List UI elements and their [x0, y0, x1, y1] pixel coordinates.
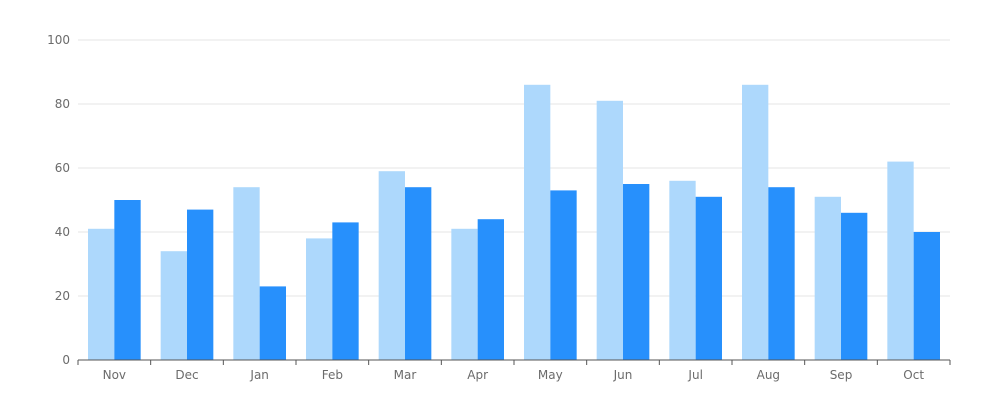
x-tick-label-may: May	[538, 368, 563, 382]
bar-sep-series-1	[814, 196, 841, 360]
bar-mar-series-1	[378, 171, 405, 360]
x-tick-label-jul: Jul	[687, 368, 702, 382]
bars	[88, 84, 940, 361]
bar-apr-series-2	[477, 219, 504, 360]
grid-lines	[78, 39, 950, 297]
bar-jul-series-1	[669, 180, 696, 360]
bar-apr-series-1	[451, 228, 478, 360]
y-tick-label-40: 40	[55, 225, 70, 239]
tick-labels: 0 20 40 60 80 100 Nov Dec Jan Feb Mar Apr May Jun Jul A…	[47, 33, 924, 382]
bar-jan-series-2	[259, 286, 286, 360]
bar-jun-series-1	[596, 100, 623, 361]
bar-nov-series-1	[88, 228, 115, 360]
y-tick-label-80: 80	[55, 97, 70, 111]
bar-dec-series-2	[187, 209, 214, 360]
x-tick-label-jan: Jan	[249, 368, 269, 382]
x-tick-label-feb: Feb	[322, 368, 343, 382]
bar-may-series-2	[550, 190, 577, 360]
y-tick-label-20: 20	[55, 289, 70, 303]
y-tick-label-60: 60	[55, 161, 70, 175]
x-tick-label-mar: Mar	[394, 368, 417, 382]
bar-dec-series-1	[160, 251, 187, 360]
bar-nov-series-2	[114, 200, 141, 360]
bar-mar-series-2	[405, 187, 432, 360]
bar-aug-series-2	[768, 187, 795, 360]
x-tick-label-sep: Sep	[830, 368, 853, 382]
y-tick-label-0: 0	[62, 353, 70, 367]
x-tick-label-jun: Jun	[613, 368, 633, 382]
bar-jun-series-2	[623, 184, 650, 360]
bar-aug-series-1	[742, 84, 769, 361]
x-tick-label-nov: Nov	[103, 368, 126, 382]
x-tick-label-oct: Oct	[903, 368, 924, 382]
bar-jan-series-1	[233, 187, 260, 360]
bar-oct-series-2	[913, 232, 940, 360]
bar-jul-series-2	[695, 196, 722, 360]
x-tick-label-apr: Apr	[467, 368, 488, 382]
bar-may-series-1	[524, 84, 551, 361]
y-tick-label-100: 100	[47, 33, 70, 47]
bar-oct-series-1	[887, 161, 914, 360]
bar-feb-series-1	[306, 238, 333, 360]
axes	[77, 359, 951, 365]
bar-feb-series-2	[332, 222, 359, 360]
x-tick-label-aug: Aug	[757, 368, 780, 382]
x-tick-label-dec: Dec	[175, 368, 198, 382]
bar-sep-series-2	[841, 212, 868, 360]
